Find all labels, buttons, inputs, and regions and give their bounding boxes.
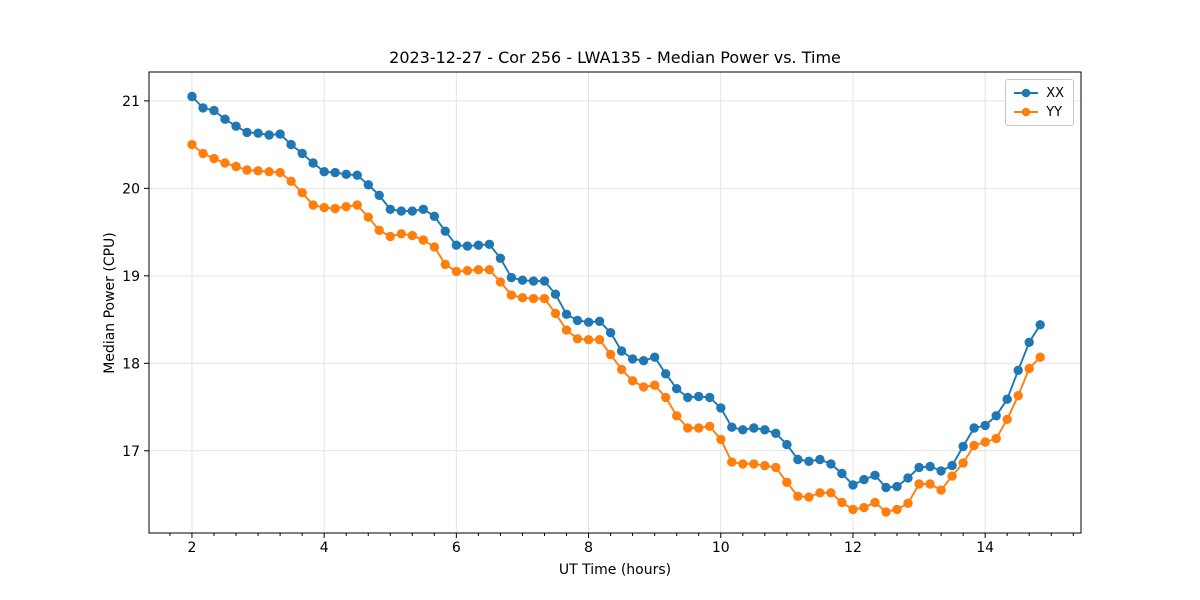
- chart-title: 2023-12-27 - Cor 256 - LWA135 - Median P…: [389, 48, 841, 67]
- legend-line-marker-sample: [1014, 107, 1039, 117]
- svg-text:2: 2: [188, 540, 197, 556]
- svg-text:20: 20: [122, 181, 140, 197]
- legend-item-XX: XX: [1013, 84, 1064, 102]
- y-axis-label: Median Power (CPU): [102, 232, 118, 374]
- series-XX: [187, 91, 1045, 493]
- legend-label: YY: [1046, 104, 1063, 120]
- svg-text:10: 10: [712, 540, 730, 556]
- svg-text:14: 14: [976, 540, 994, 556]
- svg-text:4: 4: [320, 540, 329, 556]
- series-layer: [187, 91, 1045, 517]
- svg-text:17: 17: [122, 444, 140, 460]
- svg-text:21: 21: [122, 94, 140, 110]
- svg-text:6: 6: [452, 540, 461, 556]
- svg-text:19: 19: [122, 269, 140, 285]
- legend-line-marker-sample: [1014, 88, 1039, 98]
- svg-text:12: 12: [844, 540, 862, 556]
- axes-spines-ticks-layer: [144, 71, 1082, 538]
- svg-text:8: 8: [584, 540, 593, 556]
- x-axis-label: UT Time (hours): [558, 562, 672, 578]
- svg-text:18: 18: [122, 356, 140, 372]
- legend-item-YY: YY: [1013, 103, 1064, 121]
- legend-label: XX: [1046, 85, 1064, 101]
- series-YY: [187, 139, 1045, 517]
- tick-label-layer: 2 4 6 8 10 12 14 17 18 19 20 21: [122, 94, 994, 556]
- legend: XX YY: [1005, 79, 1074, 126]
